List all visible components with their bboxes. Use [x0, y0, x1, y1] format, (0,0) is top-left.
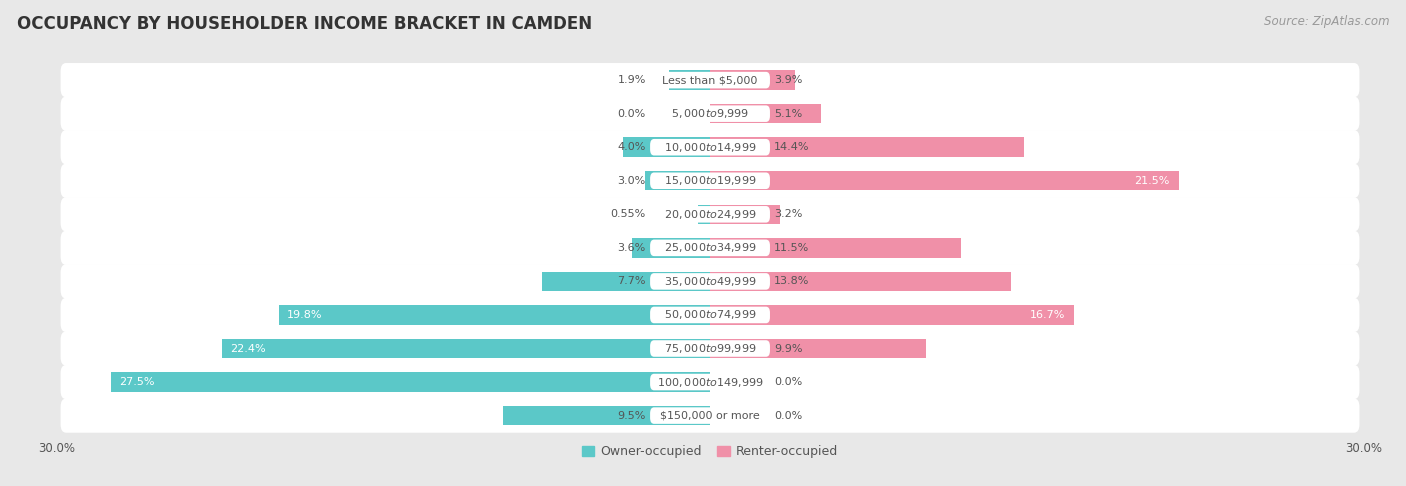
Bar: [710, 104, 821, 123]
Text: 3.2%: 3.2%: [775, 209, 803, 219]
FancyBboxPatch shape: [60, 130, 1360, 164]
FancyBboxPatch shape: [60, 331, 1360, 365]
Text: 3.9%: 3.9%: [775, 75, 803, 85]
FancyBboxPatch shape: [60, 365, 1360, 399]
Bar: [543, 272, 710, 291]
FancyBboxPatch shape: [60, 231, 1360, 265]
Text: 0.0%: 0.0%: [617, 109, 645, 119]
Text: Source: ZipAtlas.com: Source: ZipAtlas.com: [1264, 15, 1389, 28]
Bar: [623, 138, 710, 157]
Text: $100,000 to $149,999: $100,000 to $149,999: [657, 376, 763, 388]
Bar: [669, 70, 710, 90]
Text: $20,000 to $24,999: $20,000 to $24,999: [664, 208, 756, 221]
Bar: [710, 238, 960, 258]
Text: 5.1%: 5.1%: [775, 109, 803, 119]
FancyBboxPatch shape: [650, 407, 770, 424]
Text: 11.5%: 11.5%: [775, 243, 810, 253]
Text: 22.4%: 22.4%: [231, 344, 266, 353]
Bar: [697, 205, 710, 224]
Bar: [503, 406, 710, 425]
FancyBboxPatch shape: [60, 197, 1360, 231]
Text: 1.9%: 1.9%: [617, 75, 645, 85]
Bar: [111, 372, 710, 392]
Text: 3.6%: 3.6%: [617, 243, 645, 253]
Text: 9.9%: 9.9%: [775, 344, 803, 353]
Bar: [710, 70, 794, 90]
Text: 9.5%: 9.5%: [617, 411, 645, 420]
Text: OCCUPANCY BY HOUSEHOLDER INCOME BRACKET IN CAMDEN: OCCUPANCY BY HOUSEHOLDER INCOME BRACKET …: [17, 15, 592, 33]
Text: 13.8%: 13.8%: [775, 277, 810, 286]
FancyBboxPatch shape: [650, 307, 770, 323]
Text: $35,000 to $49,999: $35,000 to $49,999: [664, 275, 756, 288]
FancyBboxPatch shape: [60, 164, 1360, 198]
FancyBboxPatch shape: [60, 399, 1360, 433]
Text: $10,000 to $14,999: $10,000 to $14,999: [664, 141, 756, 154]
Text: 21.5%: 21.5%: [1135, 176, 1170, 186]
FancyBboxPatch shape: [650, 374, 770, 390]
Text: Less than $5,000: Less than $5,000: [662, 75, 758, 85]
FancyBboxPatch shape: [650, 340, 770, 357]
Text: 0.0%: 0.0%: [775, 377, 803, 387]
Text: $50,000 to $74,999: $50,000 to $74,999: [664, 309, 756, 321]
FancyBboxPatch shape: [650, 139, 770, 156]
Text: 27.5%: 27.5%: [120, 377, 155, 387]
FancyBboxPatch shape: [650, 105, 770, 122]
Bar: [710, 339, 925, 358]
FancyBboxPatch shape: [650, 206, 770, 223]
Legend: Owner-occupied, Renter-occupied: Owner-occupied, Renter-occupied: [576, 440, 844, 463]
FancyBboxPatch shape: [650, 273, 770, 290]
FancyBboxPatch shape: [60, 97, 1360, 131]
FancyBboxPatch shape: [650, 240, 770, 256]
Bar: [710, 272, 1011, 291]
Text: 16.7%: 16.7%: [1029, 310, 1066, 320]
Bar: [710, 205, 780, 224]
FancyBboxPatch shape: [650, 173, 770, 189]
Text: 14.4%: 14.4%: [775, 142, 810, 152]
Text: 0.55%: 0.55%: [610, 209, 645, 219]
Text: $150,000 or more: $150,000 or more: [661, 411, 759, 420]
Text: 3.0%: 3.0%: [617, 176, 645, 186]
Bar: [710, 171, 1178, 191]
FancyBboxPatch shape: [650, 72, 770, 88]
FancyBboxPatch shape: [60, 264, 1360, 298]
Bar: [710, 305, 1074, 325]
Text: $5,000 to $9,999: $5,000 to $9,999: [671, 107, 749, 120]
Bar: [222, 339, 710, 358]
Bar: [278, 305, 710, 325]
Text: 4.0%: 4.0%: [617, 142, 645, 152]
Text: 0.0%: 0.0%: [775, 411, 803, 420]
Bar: [710, 138, 1024, 157]
Text: 7.7%: 7.7%: [617, 277, 645, 286]
Text: 19.8%: 19.8%: [287, 310, 323, 320]
Text: $25,000 to $34,999: $25,000 to $34,999: [664, 242, 756, 254]
FancyBboxPatch shape: [60, 63, 1360, 97]
Text: $15,000 to $19,999: $15,000 to $19,999: [664, 174, 756, 187]
FancyBboxPatch shape: [60, 298, 1360, 332]
Bar: [644, 171, 710, 191]
Bar: [631, 238, 710, 258]
Text: $75,000 to $99,999: $75,000 to $99,999: [664, 342, 756, 355]
